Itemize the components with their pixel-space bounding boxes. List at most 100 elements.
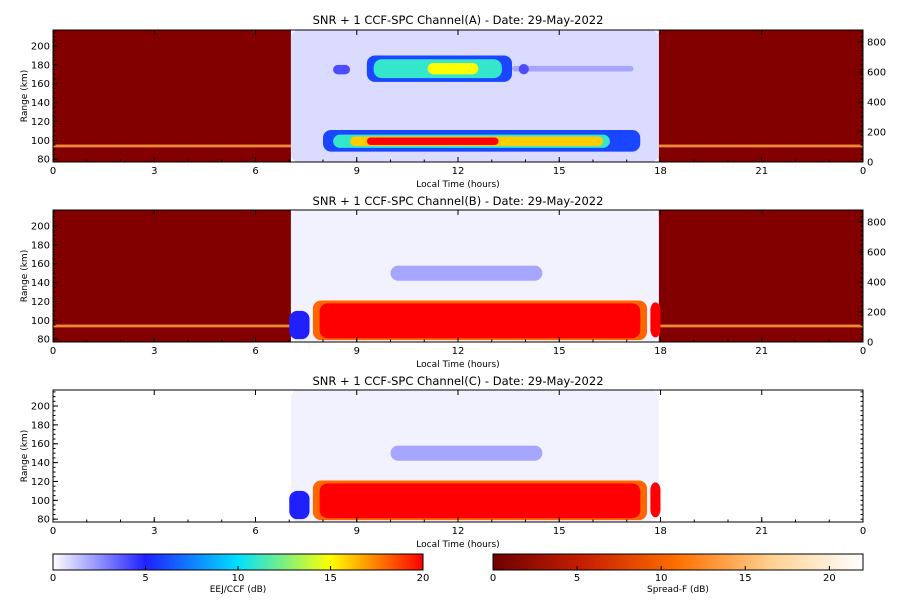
x-tick-label: 21: [755, 346, 768, 357]
x-tick-label: 6: [252, 166, 258, 177]
y-tick-label: 180: [31, 420, 50, 431]
panel-b-title: SNR + 1 CCF-SPC Channel(B) - Date: 29-Ma…: [313, 194, 604, 208]
y-tick-label: 140: [31, 278, 50, 289]
echo-region: [289, 490, 310, 520]
y-tick-label: 120: [31, 117, 50, 128]
panel-c-x-label: Local Time (hours): [416, 540, 499, 550]
echo-region: [512, 65, 634, 72]
spread-f-colorbar-label: Spread-F (dB): [647, 585, 709, 595]
x-tick-label: 21: [755, 526, 768, 537]
y2-tick-label: 200: [867, 308, 886, 319]
colorbar-tick-label: 5: [574, 573, 580, 584]
y-tick-label: 200: [31, 402, 50, 413]
y-tick-label: 200: [31, 42, 50, 53]
colorbar-tick-label: 20: [823, 573, 836, 584]
echo-region: [333, 64, 350, 75]
x-tick-label: 12: [452, 166, 465, 177]
x-tick-label: 3: [151, 346, 157, 357]
panel-c-y-label: Range (km): [20, 430, 30, 482]
x-tick-label: 15: [553, 166, 566, 177]
x-tick-label: 21: [755, 166, 768, 177]
y-tick-label: 80: [37, 155, 50, 166]
panel-b-x-label: Local Time (hours): [416, 360, 499, 370]
x-tick-label: 15: [553, 346, 566, 357]
colorbar-tick-label: 15: [739, 573, 752, 584]
echo-region: [650, 302, 661, 338]
x-tick-label: 12: [452, 346, 465, 357]
y-tick-label: 160: [31, 79, 50, 90]
colorbar-tick-label: 5: [142, 573, 148, 584]
echo-region: [390, 265, 543, 281]
eej-colorbar-label: EEJ/CCF (dB): [210, 585, 267, 595]
echo-region: [518, 63, 529, 75]
y2-tick-label: 600: [867, 248, 886, 259]
spread-f-layer-trace: [53, 144, 291, 148]
x-tick-label: 0: [860, 346, 866, 357]
spread-f-layer-trace: [658, 324, 863, 328]
panel-a-x-label: Local Time (hours): [416, 180, 499, 190]
spread-f-layer-trace: [53, 324, 291, 328]
panel-a-y-label: Range (km): [20, 70, 30, 122]
echo-region: [650, 482, 661, 518]
echo-region: [289, 310, 310, 340]
panel-c: SNR + 1 CCF-SPC Channel(C) - Date: 29-Ma…: [20, 374, 866, 550]
y-tick-label: 100: [31, 316, 50, 327]
y-tick-label: 140: [31, 458, 50, 469]
colorbar-tick-label: 10: [655, 573, 668, 584]
x-tick-label: 0: [50, 166, 56, 177]
y-tick-label: 180: [31, 240, 50, 251]
panel-0-plot-area: [53, 30, 863, 162]
panel-c-title: SNR + 1 CCF-SPC Channel(C) - Date: 29-Ma…: [312, 374, 603, 388]
echo-region: [390, 445, 543, 461]
x-tick-label: 3: [151, 166, 157, 177]
y-tick-label: 180: [31, 60, 50, 71]
panel-1-plot-area: [53, 210, 863, 342]
y-tick-label: 100: [31, 496, 50, 507]
x-tick-label: 0: [50, 526, 56, 537]
echo-region: [427, 63, 479, 75]
spread-f-colorbar: 0 5 10 15 20 Spread-F (dB): [490, 553, 864, 595]
y2-tick-label: 400: [867, 278, 886, 289]
y-tick-label: 160: [31, 439, 50, 450]
colorbar-tick-label: 15: [324, 573, 337, 584]
y-tick-label: 200: [31, 222, 50, 233]
x-tick-label: 18: [654, 526, 667, 537]
echo-region: [319, 483, 641, 519]
spread-f-night-block: [53, 210, 291, 342]
x-tick-label: 15: [553, 526, 566, 537]
y2-tick-label: 0: [867, 338, 873, 349]
x-tick-label: 0: [860, 526, 866, 537]
x-tick-label: 0: [860, 166, 866, 177]
y2-tick-label: 0: [867, 158, 873, 169]
x-tick-label: 18: [654, 346, 667, 357]
x-tick-label: 12: [452, 526, 465, 537]
colorbar-tick-label: 0: [490, 573, 496, 584]
y-tick-label: 100: [31, 136, 50, 147]
panel-b-y-label: Range (km): [20, 250, 30, 302]
echo-region: [366, 137, 499, 146]
spread-f-layer-trace: [658, 144, 863, 148]
y2-tick-label: 600: [867, 68, 886, 79]
echo-region: [319, 303, 641, 339]
colorbar-gradient: [492, 553, 864, 571]
y-tick-label: 80: [37, 515, 50, 526]
y-tick-label: 120: [31, 477, 50, 488]
panel-a-title: SNR + 1 CCF-SPC Channel(A) - Date: 29-Ma…: [313, 13, 604, 27]
x-tick-label: 9: [354, 526, 360, 537]
y-tick-label: 80: [37, 335, 50, 346]
x-tick-label: 9: [354, 166, 360, 177]
panel-b: SNR + 1 CCF-SPC Channel(B) - Date: 29-Ma…: [20, 194, 886, 370]
y2-tick-label: 400: [867, 98, 886, 109]
x-tick-label: 3: [151, 526, 157, 537]
y-tick-label: 160: [31, 259, 50, 270]
y2-tick-label: 200: [867, 128, 886, 139]
spread-f-night-block: [53, 30, 291, 162]
x-tick-label: 6: [252, 346, 258, 357]
y2-tick-label: 800: [867, 38, 886, 49]
spread-f-night-block: [658, 210, 863, 342]
x-tick-label: 6: [252, 526, 258, 537]
y-tick-label: 120: [31, 297, 50, 308]
panel-a: SNR + 1 CCF-SPC Channel(A) - Date: 29-Ma…: [20, 13, 886, 190]
y2-tick-label: 800: [867, 218, 886, 229]
